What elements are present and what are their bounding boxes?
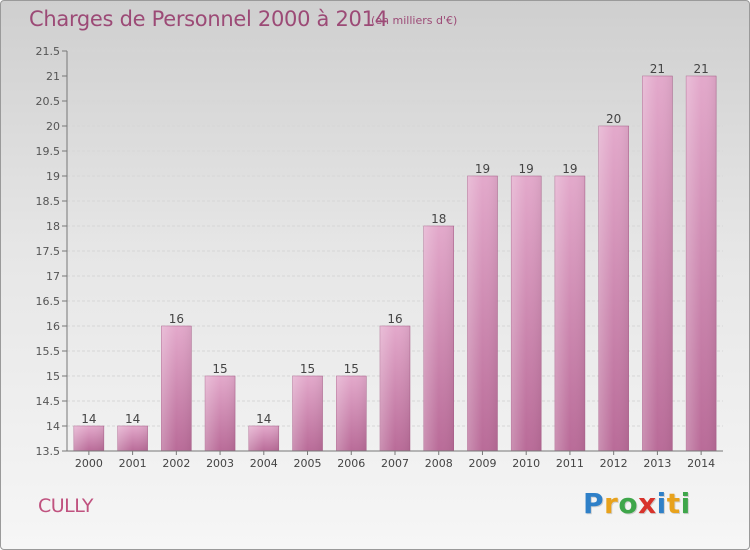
data-label: 14 (256, 412, 271, 426)
bar-highlight (248, 426, 279, 451)
bar-highlight (423, 226, 454, 451)
data-label: 16 (387, 312, 402, 326)
data-label: 15 (300, 362, 315, 376)
bar-highlight (117, 426, 148, 451)
x-tick-label: 2014 (687, 457, 715, 470)
y-tick-label: 15 (46, 370, 60, 383)
y-axis: 13.5 14 14.5 15 15.5 16 16.5 17 17.5 18 18.5 19 19.5… (36, 45, 68, 458)
bar-highlight (598, 126, 629, 451)
data-label: 21 (650, 62, 665, 76)
y-tick-label: 20.5 (36, 95, 61, 108)
x-tick-label: 2001 (119, 457, 147, 470)
data-label: 14 (81, 412, 96, 426)
logo-letter: P (583, 487, 605, 520)
x-tick-label: 2013 (643, 457, 671, 470)
y-tick-label: 20 (46, 120, 60, 133)
y-tick-label: 15.5 (36, 345, 61, 358)
logo-letter: x (638, 487, 657, 520)
y-tick-label: 18 (46, 220, 60, 233)
data-labels: 14 14 16 15 14 15 15 16 18 19 19 19 20 21 21 (81, 62, 709, 426)
x-tick-label: 2012 (600, 457, 628, 470)
x-tick-label: 2006 (337, 457, 365, 470)
logo-letter: i (680, 487, 691, 520)
y-tick-label: 14 (46, 420, 60, 433)
x-tick-label: 2008 (425, 457, 453, 470)
bar-highlight (73, 426, 104, 451)
bar-series (73, 75, 717, 452)
bar-highlight (554, 176, 585, 451)
proxiti-logo: Proxiti (583, 487, 691, 520)
data-label: 19 (475, 162, 490, 176)
x-tick-label: 2005 (294, 457, 322, 470)
bar-highlight (467, 176, 498, 451)
data-label: 15 (212, 362, 227, 376)
logo-letter: r (604, 487, 619, 520)
x-tick-label: 2010 (512, 457, 540, 470)
y-tick-label: 16 (46, 320, 60, 333)
chart-title: Charges de Personnel 2000 à 2014 (29, 7, 388, 31)
x-tick-label: 2004 (250, 457, 278, 470)
y-tick-label: 19.5 (36, 145, 61, 158)
y-tick-label: 21 (46, 70, 60, 83)
x-tick-label: 2009 (468, 457, 496, 470)
y-tick-label: 19 (46, 170, 60, 183)
x-axis: 2000 2001 2002 2003 2004 2005 2006 2007 2008 2009… (67, 450, 723, 470)
y-tick-label: 18.5 (36, 195, 61, 208)
x-tick-label: 2011 (556, 457, 584, 470)
data-label: 20 (606, 112, 621, 126)
data-label: 19 (519, 162, 534, 176)
bar-highlight (292, 376, 323, 451)
data-label: 19 (562, 162, 577, 176)
logo-letter: o (618, 487, 639, 520)
bar-highlight (336, 376, 367, 451)
data-label: 21 (693, 62, 708, 76)
x-tick-label: 2003 (206, 457, 234, 470)
bar-highlight (380, 326, 410, 451)
bar-highlight (161, 326, 192, 451)
y-tick-label: 14.5 (36, 395, 61, 408)
commune-name: CULLY (38, 495, 93, 517)
bar-highlight (205, 376, 236, 451)
chart-subtitle: (en milliers d'€) (371, 14, 458, 27)
y-tick-label: 17 (46, 270, 60, 283)
y-tick-label: 16.5 (36, 295, 61, 308)
x-tick-label: 2000 (75, 457, 103, 470)
bar-highlight (511, 176, 542, 451)
x-tick-label: 2007 (381, 457, 409, 470)
data-label: 15 (344, 362, 359, 376)
data-label: 16 (169, 312, 184, 326)
x-tick-label: 2002 (162, 457, 190, 470)
logo-letter: i (656, 487, 667, 520)
y-tick-label: 17.5 (36, 245, 61, 258)
y-tick-label: 13.5 (36, 445, 61, 458)
y-tick-label: 21.5 (36, 45, 61, 58)
bar-highlight (686, 76, 717, 451)
data-label: 14 (125, 412, 140, 426)
logo-letter: t (666, 487, 681, 520)
bar-highlight (642, 76, 673, 451)
data-label: 18 (431, 212, 446, 226)
